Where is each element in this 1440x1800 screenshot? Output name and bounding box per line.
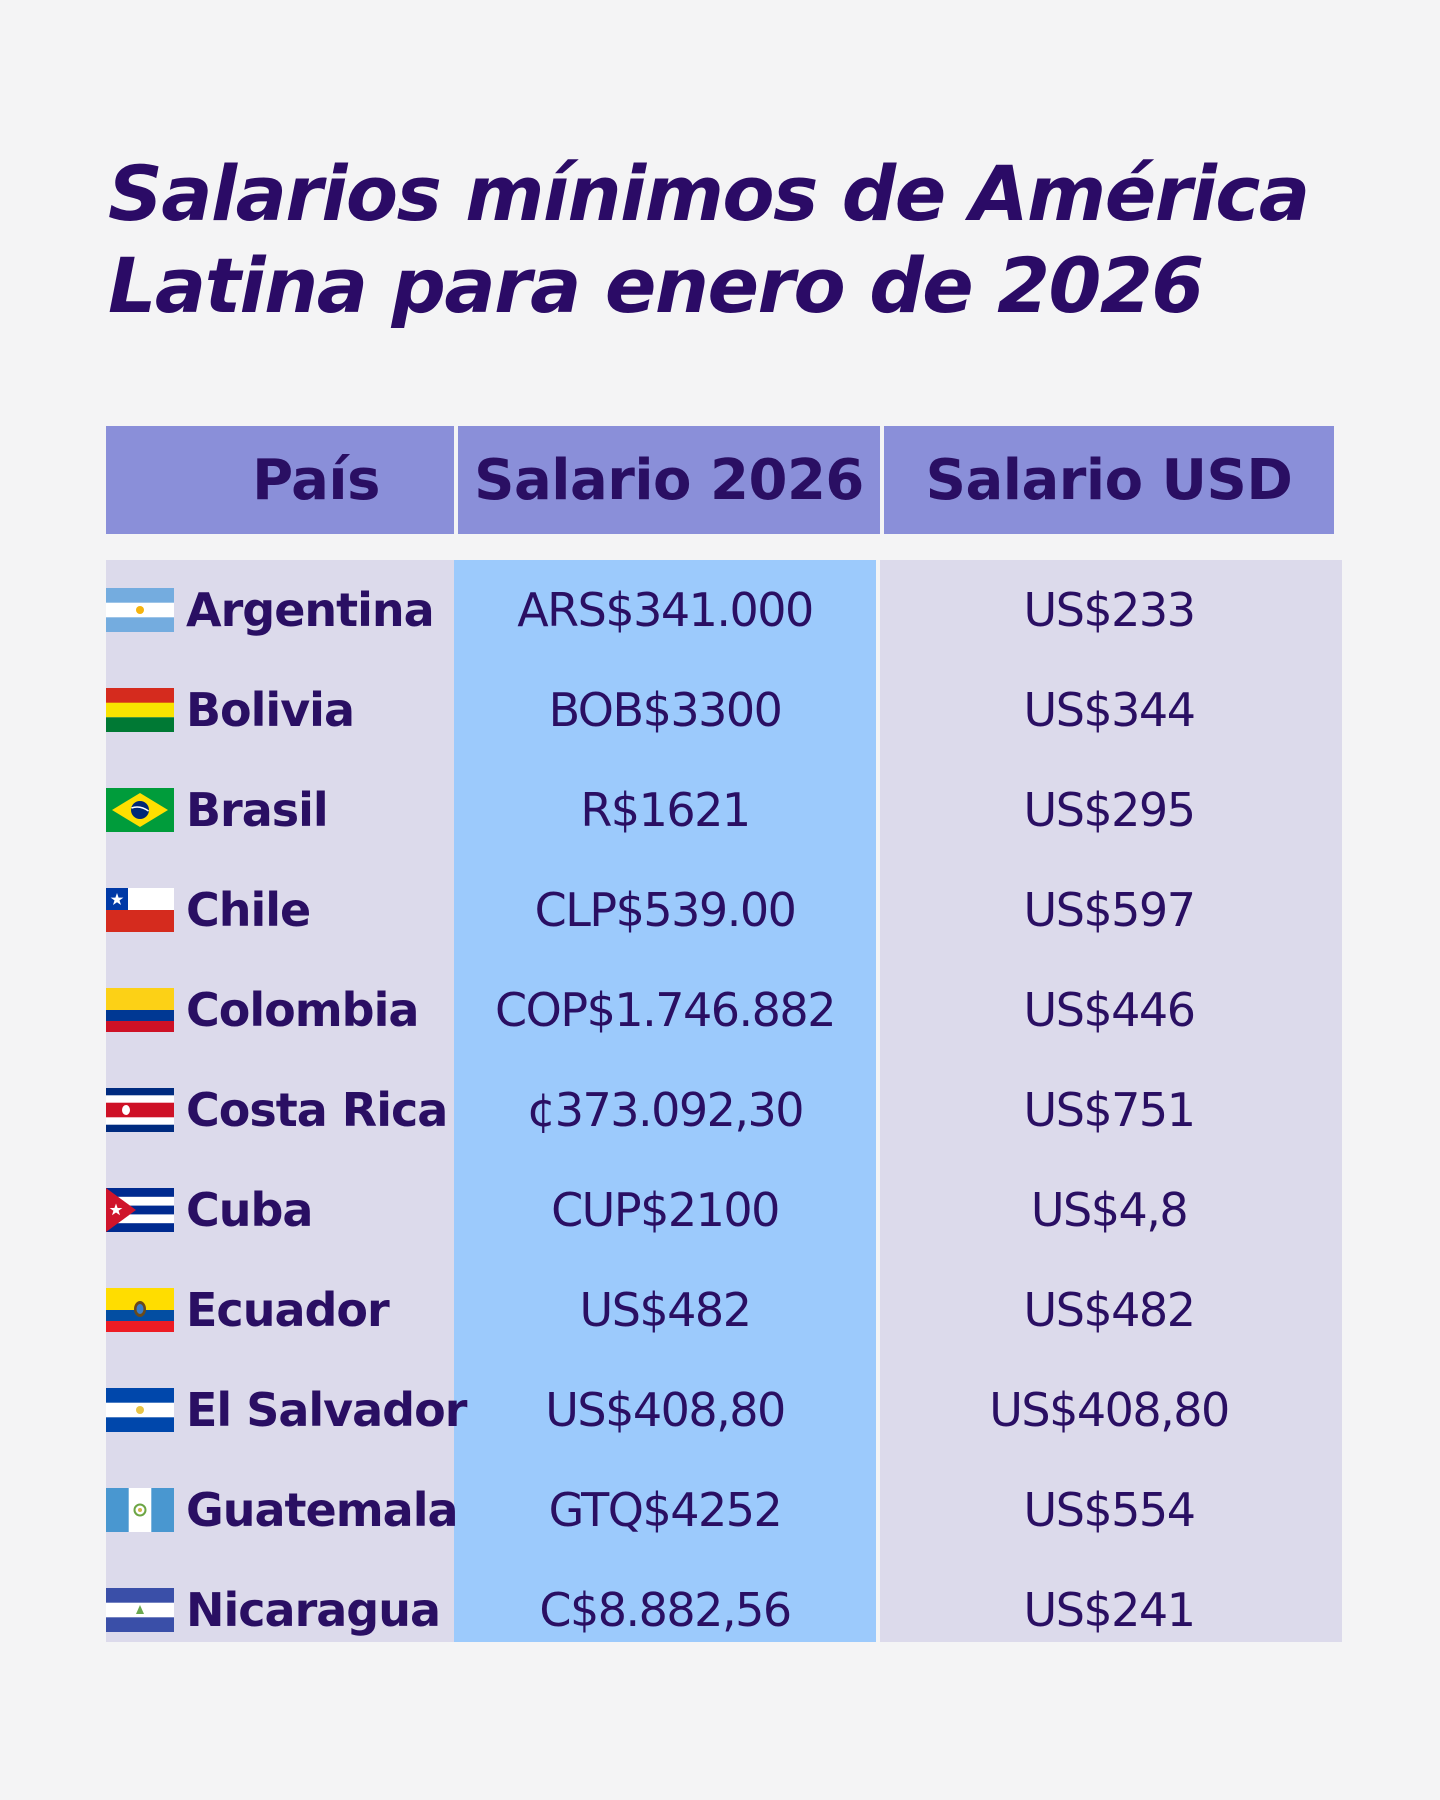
table-row: El Salvador US$408,80 US$408,80 bbox=[106, 1360, 1342, 1460]
local-salary-column-bg bbox=[454, 560, 876, 1642]
country-name: Argentina bbox=[186, 583, 435, 637]
ecuador-flag-icon bbox=[106, 1288, 174, 1332]
usd-salary-cell: US$482 bbox=[1023, 1283, 1196, 1337]
local-salary-cell: GTQ$4252 bbox=[548, 1483, 783, 1537]
table-header: País Salario 2026 Salario USD bbox=[106, 426, 1334, 534]
page-title: Salarios mínimos de América Latina para … bbox=[108, 148, 1358, 332]
country-cell: Nicaragua bbox=[106, 1560, 454, 1660]
country-cell: El Salvador bbox=[106, 1360, 467, 1460]
table-row: Colombia COP$1.746.882 US$446 bbox=[106, 960, 1342, 1060]
local-salary-cell: CLP$539.00 bbox=[534, 883, 797, 937]
country-cell: Bolivia bbox=[106, 660, 454, 760]
local-salary-cell: US$482 bbox=[579, 1283, 752, 1337]
table-row: Ecuador US$482 US$482 bbox=[106, 1260, 1342, 1360]
usd-salary-cell: US$446 bbox=[1023, 983, 1196, 1037]
country-name: Bolivia bbox=[186, 683, 355, 737]
nicaragua-flag-icon bbox=[106, 1588, 174, 1632]
local-salary-cell: BOB$3300 bbox=[548, 683, 783, 737]
colombia-flag-icon bbox=[106, 988, 174, 1032]
country-name: El Salvador bbox=[186, 1383, 467, 1437]
local-salary-cell: ARS$341.000 bbox=[517, 583, 814, 637]
country-cell: Colombia bbox=[106, 960, 454, 1060]
local-salary-cell: R$1621 bbox=[580, 783, 751, 837]
country-cell: Costa Rica bbox=[106, 1060, 454, 1160]
el-salvador-flag-icon bbox=[106, 1388, 174, 1432]
cuba-flag-icon bbox=[106, 1188, 174, 1232]
country-cell: Brasil bbox=[106, 760, 454, 860]
country-name: Costa Rica bbox=[186, 1083, 448, 1137]
country-name: Chile bbox=[186, 883, 311, 937]
usd-salary-cell: US$295 bbox=[1023, 783, 1196, 837]
usd-salary-cell: US$233 bbox=[1023, 583, 1196, 637]
local-salary-cell: COP$1.746.882 bbox=[495, 983, 836, 1037]
table-row: Guatemala GTQ$4252 US$554 bbox=[106, 1460, 1342, 1560]
bolivia-flag-icon bbox=[106, 688, 174, 732]
guatemala-flag-icon bbox=[106, 1488, 174, 1532]
title-line-1: Salarios mínimos de América bbox=[108, 149, 1310, 238]
table-row: Cuba CUP$2100 US$4,8 bbox=[106, 1160, 1342, 1260]
usd-salary-cell: US$4,8 bbox=[1030, 1183, 1189, 1237]
header-country: País bbox=[106, 426, 454, 534]
country-name: Brasil bbox=[186, 783, 329, 837]
usd-salary-cell: US$597 bbox=[1023, 883, 1196, 937]
header-local-salary: Salario 2026 bbox=[458, 426, 880, 534]
usd-salary-cell: US$344 bbox=[1023, 683, 1196, 737]
local-salary-cell: ¢373.092,30 bbox=[526, 1083, 805, 1137]
usd-salary-column-bg bbox=[880, 560, 1342, 1642]
local-salary-cell: CUP$2100 bbox=[551, 1183, 780, 1237]
usd-salary-cell: US$241 bbox=[1023, 1583, 1196, 1637]
country-name: Cuba bbox=[186, 1183, 313, 1237]
local-salary-cell: C$8.882,56 bbox=[539, 1583, 792, 1637]
chile-flag-icon bbox=[106, 888, 174, 932]
country-cell: Ecuador bbox=[106, 1260, 454, 1360]
argentina-flag-icon bbox=[106, 588, 174, 632]
table-row: Bolivia BOB$3300 US$344 bbox=[106, 660, 1342, 760]
header-usd-salary: Salario USD bbox=[884, 426, 1334, 534]
country-cell: Guatemala bbox=[106, 1460, 459, 1560]
brazil-flag-icon bbox=[106, 788, 174, 832]
country-cell: Chile bbox=[106, 860, 454, 960]
table-row: Nicaragua C$8.882,56 US$241 bbox=[106, 1560, 1342, 1660]
local-salary-cell: US$408,80 bbox=[545, 1383, 786, 1437]
table-row: Chile CLP$539.00 US$597 bbox=[106, 860, 1342, 960]
country-name: Ecuador bbox=[186, 1283, 390, 1337]
country-name: Guatemala bbox=[186, 1483, 459, 1537]
salary-table: País Salario 2026 Salario USD Argentina … bbox=[106, 426, 1342, 1642]
title-line-2: Latina para enero de 2026 bbox=[108, 241, 1204, 330]
usd-salary-cell: US$408,80 bbox=[989, 1383, 1230, 1437]
table-row: Argentina ARS$341.000 US$233 bbox=[106, 560, 1342, 660]
usd-salary-cell: US$554 bbox=[1023, 1483, 1196, 1537]
country-name: Colombia bbox=[186, 983, 419, 1037]
country-name: Nicaragua bbox=[186, 1583, 441, 1637]
costa-rica-flag-icon bbox=[106, 1088, 174, 1132]
usd-salary-cell: US$751 bbox=[1023, 1083, 1196, 1137]
country-cell: Argentina bbox=[106, 560, 454, 660]
table-row: Costa Rica ¢373.092,30 US$751 bbox=[106, 1060, 1342, 1160]
table-row: Brasil R$1621 US$295 bbox=[106, 760, 1342, 860]
country-cell: Cuba bbox=[106, 1160, 454, 1260]
table-body: Argentina ARS$341.000 US$233 Bolivia BOB… bbox=[106, 560, 1342, 1642]
